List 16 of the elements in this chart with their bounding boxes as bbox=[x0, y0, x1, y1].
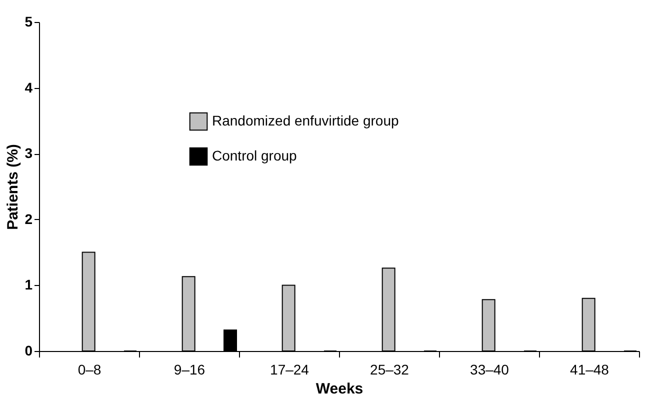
legend-label: Control group bbox=[212, 148, 298, 164]
y-axis-title: Patients (%) bbox=[4, 144, 22, 230]
x-tick-label: 33–40 bbox=[470, 362, 510, 378]
y-tick-label: 0 bbox=[24, 342, 33, 358]
y-tick-label: 3 bbox=[24, 145, 33, 162]
x-axis-title: Weeks bbox=[316, 380, 364, 398]
x-tick-label: 9–16 bbox=[174, 362, 206, 378]
x-tick-label: 41–48 bbox=[570, 362, 610, 378]
x-tick-label: 0–8 bbox=[78, 362, 102, 378]
y-tick-label: 5 bbox=[24, 14, 33, 30]
legend-label: Randomized enfuvirtide group bbox=[212, 112, 399, 128]
y-tick-label: 1 bbox=[24, 276, 33, 293]
x-tick-label: 17–24 bbox=[270, 362, 310, 378]
x-tick-label: 25–32 bbox=[370, 362, 410, 378]
y-tick-label: 4 bbox=[24, 79, 33, 96]
y-tick-label: 2 bbox=[24, 210, 33, 227]
